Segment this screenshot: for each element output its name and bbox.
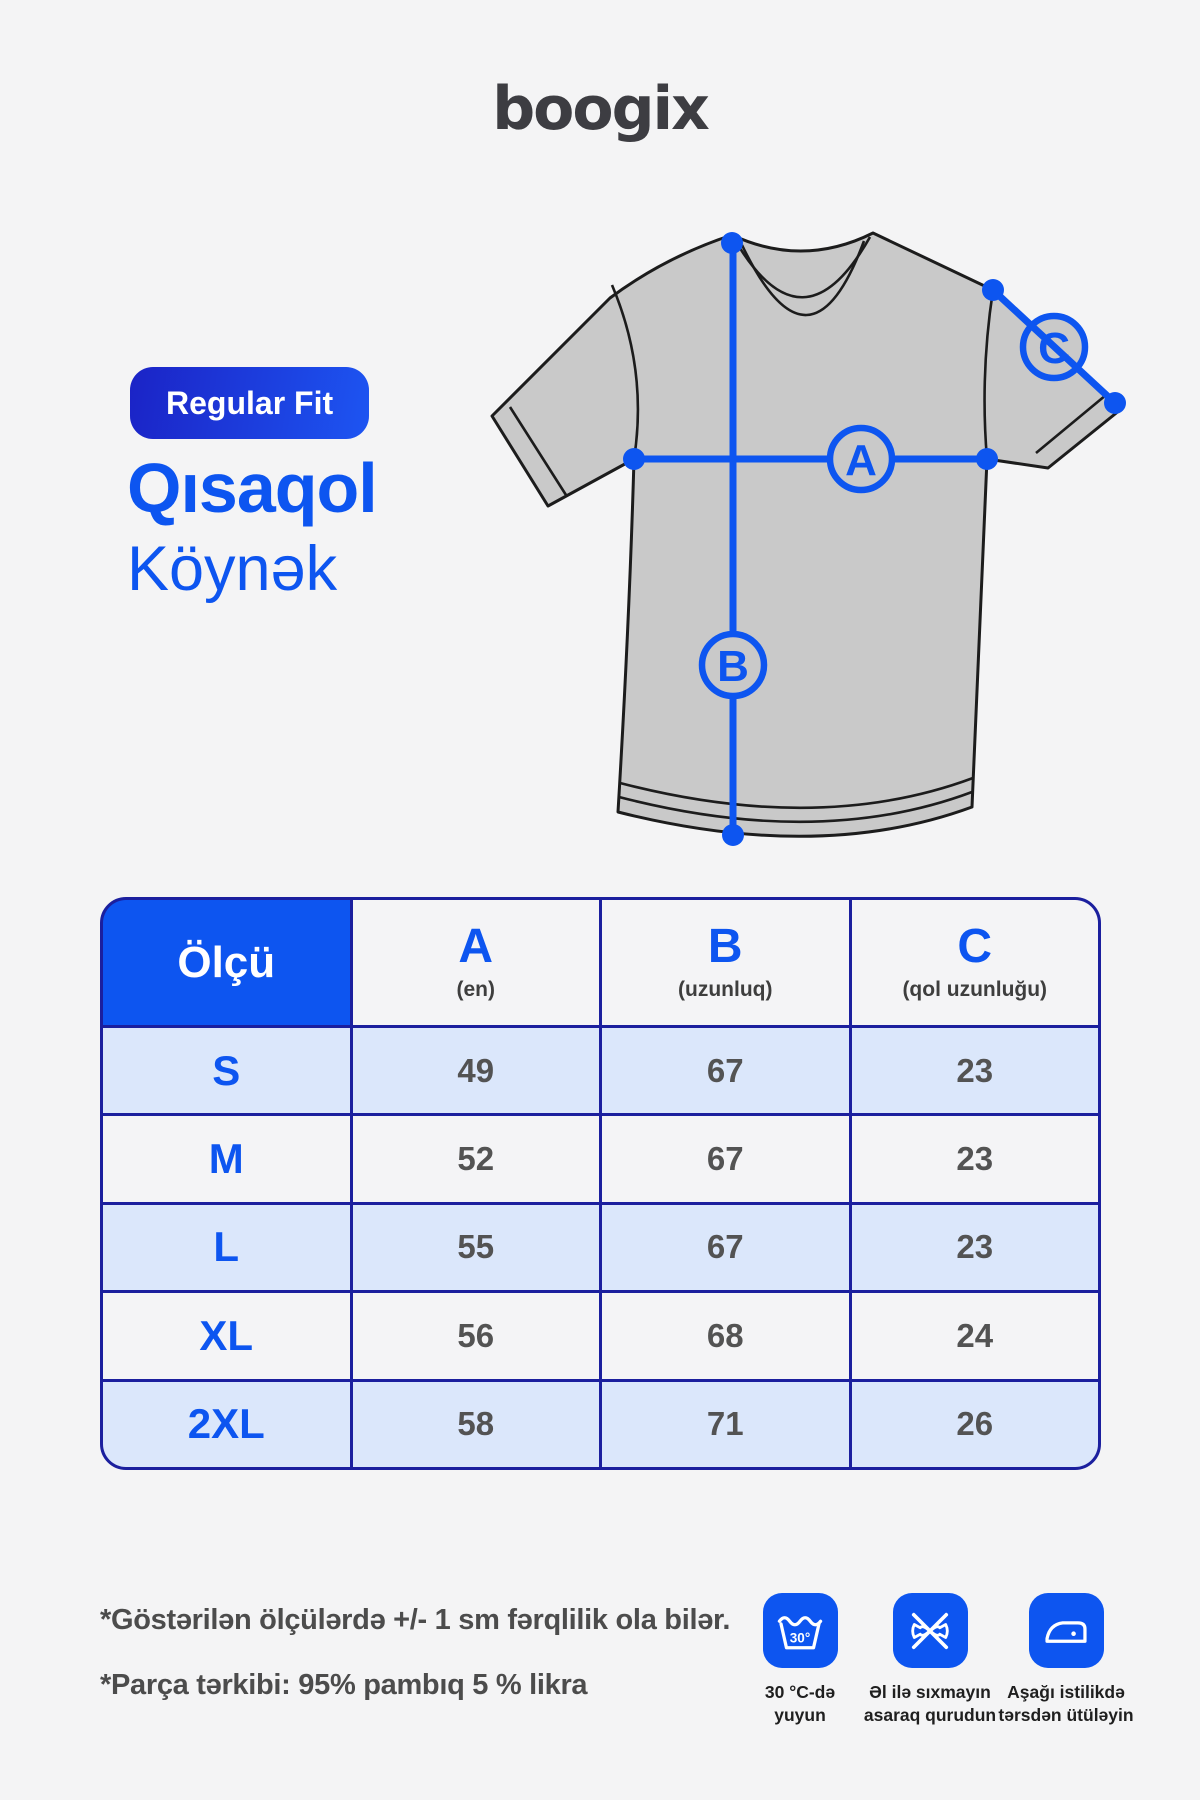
header-cell-b: B (uzunluq) [602, 900, 849, 1025]
left-cuff-line [508, 406, 568, 496]
care-label-wash: 30 °C-də yuyun [764, 1682, 836, 1726]
product-title-line1: Qısaqol [127, 449, 378, 527]
dot-c-sleeve [1104, 392, 1126, 414]
header-sub-a: (en) [456, 978, 496, 1001]
row-l-c: 23 [851, 1204, 1098, 1291]
row-m-b: 67 [602, 1116, 849, 1202]
row-2xl-size: 2XL [103, 1381, 350, 1467]
row-l-size: L [103, 1204, 350, 1291]
header-letter-b: B [707, 920, 743, 973]
measure-circle-b [698, 630, 768, 700]
row-xl-a: 56 [352, 1293, 599, 1379]
care-label-iron: Aşağı istilikdə tərsdən ütüləyin [998, 1682, 1134, 1726]
header-cell-a: A (en) [352, 900, 599, 1025]
row-l-a: 55 [352, 1204, 599, 1291]
measure-label-c: C [1038, 324, 1070, 373]
note-fabric: *Parça tərkibi: 95% pambıq 5 % likra [100, 1669, 588, 1701]
dot-a-right [976, 448, 998, 470]
header-letter-c: C [957, 920, 993, 973]
tshirt-measurement-diagram: A B C [420, 195, 1140, 860]
measure-label-b: B [717, 642, 749, 691]
row-s-b: 67 [602, 1028, 849, 1114]
row-s-a: 49 [352, 1028, 599, 1114]
care-item-no-wring: Əl ilə sıxmayın asaraq qurudun [850, 1593, 1010, 1727]
size-table: Ölçü A (en) B (uzunluq) C (qol uzunluğu)… [100, 897, 1101, 1470]
hem-line-upper [619, 776, 974, 810]
row-l-b: 67 [602, 1204, 849, 1291]
header-cell-c: C (qol uzunluğu) [851, 900, 1098, 1025]
brand-logo: boogix [492, 74, 710, 144]
header-letter-a: A [458, 920, 494, 973]
row-2xl-a: 58 [352, 1381, 599, 1467]
wash-30-icon: 30° [762, 1593, 838, 1668]
header-cell-size: Ölçü [103, 900, 350, 1025]
measure-circle-a [826, 424, 896, 494]
row-2xl-c: 26 [851, 1381, 1098, 1467]
collar-seam-inner [740, 240, 866, 317]
left-armhole-seam [610, 284, 640, 460]
wash-temp-label: 30° [790, 1630, 810, 1645]
tshirt-diagram-svg: A B C [490, 231, 1126, 846]
dot-c-shoulder [982, 279, 1004, 301]
header-sub-c: (qol uzunluğu) [902, 978, 1048, 1001]
header-sub-b: (uzunluq) [678, 978, 773, 1001]
right-armhole-seam [983, 289, 995, 460]
row-xl-b: 68 [602, 1293, 849, 1379]
iron-low-icon [1028, 1593, 1104, 1668]
row-s-size: S [103, 1028, 350, 1114]
row-m-a: 52 [352, 1116, 599, 1202]
care-instructions: 30° 30 °C-də yuyun Əl ilə sıxmayın asara… [700, 1593, 1160, 1743]
note-tolerance: *Göstərilən ölçülərdə +/- 1 sm fərqlilik… [100, 1604, 731, 1636]
care-item-iron: Aşağı istilikdə tərsdən ütüləyin [986, 1593, 1146, 1727]
row-xl-c: 24 [851, 1293, 1098, 1379]
hem-line-lower [618, 790, 973, 824]
row-s-c: 23 [851, 1028, 1098, 1114]
care-label-no-wring: Əl ilə sıxmayın asaraq qurudun [863, 1682, 997, 1726]
row-2xl-b: 71 [602, 1381, 849, 1467]
no-wring-icon [892, 1593, 968, 1668]
dot-neck [721, 232, 743, 254]
fit-badge: Regular Fit [130, 367, 370, 439]
dot-hem [722, 824, 744, 846]
dot-a-left [623, 448, 645, 470]
measure-line-c [990, 287, 1118, 406]
row-m-size: M [103, 1116, 350, 1202]
row-m-c: 23 [851, 1116, 1098, 1202]
care-item-wash: 30° 30 °C-də yuyun [720, 1593, 880, 1727]
measure-label-a: A [845, 436, 877, 485]
product-title-line2: Köynək [127, 534, 338, 604]
row-xl-size: XL [103, 1293, 350, 1379]
right-cuff-line [1035, 393, 1107, 455]
